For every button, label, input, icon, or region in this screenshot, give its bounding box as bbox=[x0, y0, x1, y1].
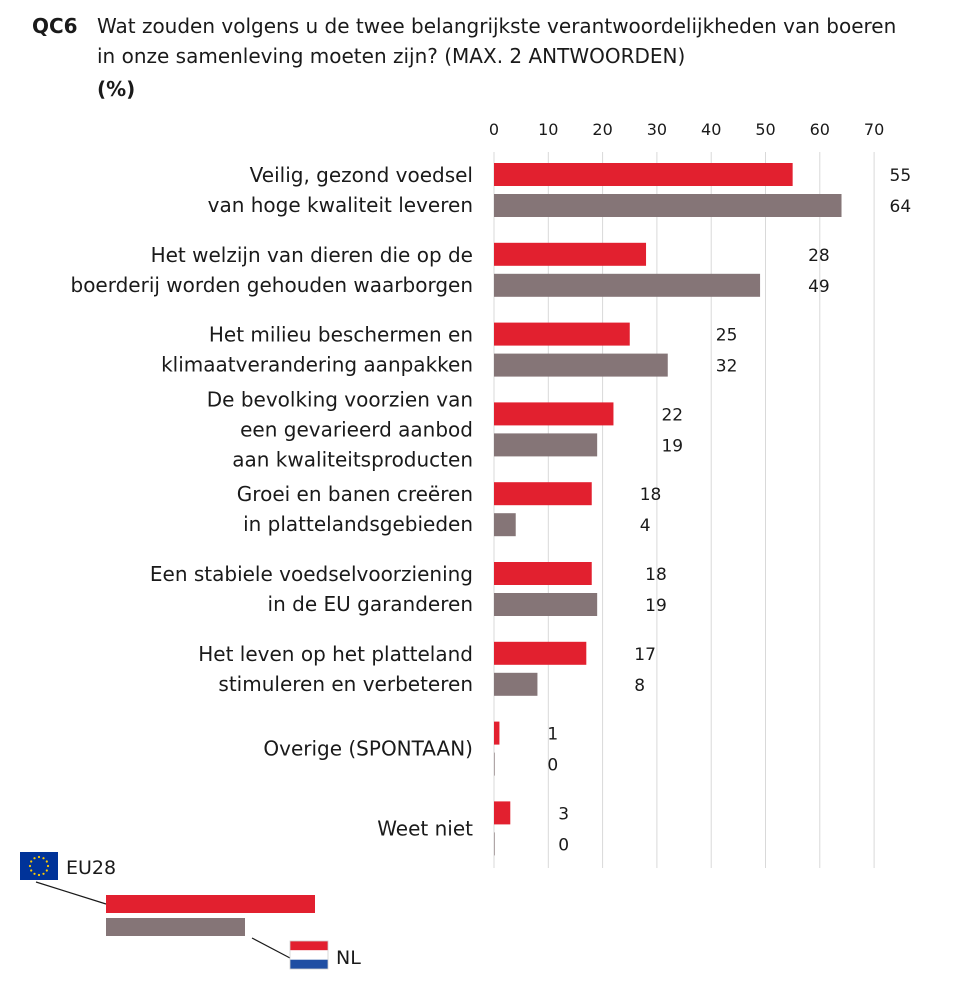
value-label-nl: 64 bbox=[890, 197, 912, 217]
value-label-nl: 19 bbox=[645, 596, 667, 616]
value-label-eu28: 18 bbox=[640, 485, 662, 505]
value-label-eu28: 18 bbox=[645, 565, 667, 585]
bar-eu28 bbox=[494, 242, 647, 266]
value-label-eu28: 1 bbox=[547, 725, 558, 745]
chart-title-line-2: in onze samenleving moeten zijn? (MAX. 2… bbox=[97, 44, 685, 68]
value-label-nl: 4 bbox=[640, 516, 651, 536]
grid-lines bbox=[493, 152, 875, 868]
category-label: De bevolking voorzien van bbox=[207, 387, 473, 411]
category-label: Overige (SPONTAAN) bbox=[263, 737, 473, 761]
eu-flag-icon bbox=[20, 852, 58, 880]
x-tick-label: 70 bbox=[864, 120, 884, 139]
bar-nl bbox=[494, 593, 598, 616]
category-label: boerderij worden gehouden waarborgen bbox=[71, 273, 474, 297]
bar-nl bbox=[494, 273, 761, 297]
category-label: in plattelandsgebieden bbox=[243, 512, 473, 536]
x-tick-label: 60 bbox=[810, 120, 830, 139]
x-tick-label: 20 bbox=[592, 120, 612, 139]
bar-eu28 bbox=[494, 322, 630, 346]
bar-nl bbox=[494, 513, 516, 537]
value-label-nl: 49 bbox=[808, 277, 830, 297]
bar-eu28 bbox=[494, 163, 793, 186]
x-tick-label: 10 bbox=[538, 120, 558, 139]
category-label: klimaatverandering aanpakken bbox=[161, 353, 473, 377]
chart-title-line-1: Wat zouden volgens u de twee belangrijks… bbox=[97, 14, 896, 38]
value-label-eu28: 22 bbox=[661, 405, 683, 425]
value-label-eu28: 28 bbox=[808, 246, 830, 266]
nl-flag-icon bbox=[289, 940, 329, 970]
value-label-nl: 19 bbox=[661, 436, 683, 456]
category-label: Het welzijn van dieren die op de bbox=[151, 243, 473, 267]
category-label: Weet niet bbox=[377, 816, 473, 840]
category-label: in de EU garanderen bbox=[268, 592, 473, 616]
x-tick-label: 50 bbox=[755, 120, 775, 139]
bar-nl bbox=[494, 752, 495, 776]
bar-eu28 bbox=[494, 562, 592, 585]
category-label: Het milieu beschermen en bbox=[209, 323, 473, 347]
category-labels: Veilig, gezond voedsel van hoge kwaliteit… bbox=[71, 163, 474, 840]
category-label: een gevarieerd aanbod bbox=[240, 417, 473, 441]
category-label: stimuleren en verbeteren bbox=[218, 672, 473, 696]
value-labels: 55 64 28 49 25 32 22 19 18 4 18 19 17 8 1 0 3 0 bbox=[547, 166, 911, 855]
legend-connector-eu28 bbox=[35, 881, 107, 905]
question-code: QC6 bbox=[32, 14, 78, 38]
bar-nl bbox=[494, 832, 495, 856]
bar-nl bbox=[494, 433, 598, 457]
value-label-eu28: 3 bbox=[558, 804, 569, 824]
legend-swatch-eu28 bbox=[106, 895, 315, 913]
category-label: aan kwaliteitsproducten bbox=[232, 447, 473, 471]
bar-eu28 bbox=[494, 402, 614, 426]
value-label-eu28: 17 bbox=[634, 645, 656, 665]
category-label: Het leven op het platteland bbox=[198, 642, 473, 666]
value-label-eu28: 25 bbox=[716, 326, 738, 346]
category-label: Groei en banen creëren bbox=[237, 482, 473, 506]
bar-nl bbox=[494, 672, 538, 696]
bar-eu28 bbox=[494, 482, 592, 506]
x-tick-label: 30 bbox=[647, 120, 667, 139]
x-tick-label: 0 bbox=[489, 120, 499, 139]
unit-label: (%) bbox=[97, 77, 135, 101]
bar-nl bbox=[494, 194, 842, 217]
bars bbox=[494, 163, 842, 856]
category-label: Veilig, gezond voedsel bbox=[250, 163, 473, 187]
bar-nl bbox=[494, 353, 668, 377]
bar-eu28 bbox=[494, 721, 500, 745]
category-label: Een stabiele voedselvoorziening bbox=[150, 562, 473, 586]
value-label-nl: 0 bbox=[558, 835, 569, 855]
category-label: van hoge kwaliteit leveren bbox=[208, 193, 473, 217]
bar-eu28 bbox=[494, 641, 587, 665]
legend-label-eu28: EU28 bbox=[66, 857, 116, 879]
value-label-nl: 32 bbox=[716, 357, 738, 377]
legend: EU28 NL bbox=[20, 852, 361, 970]
value-label-nl: 0 bbox=[547, 756, 558, 776]
x-axis-ticks: 0 10 20 30 40 50 60 70 bbox=[489, 120, 884, 139]
x-tick-label: 40 bbox=[701, 120, 721, 139]
legend-connector-nl bbox=[251, 937, 291, 959]
bar-eu28 bbox=[494, 801, 511, 825]
value-label-eu28: 55 bbox=[890, 166, 912, 186]
value-label-nl: 8 bbox=[634, 676, 645, 696]
legend-label-nl: NL bbox=[336, 947, 361, 969]
legend-swatch-nl bbox=[106, 918, 245, 936]
